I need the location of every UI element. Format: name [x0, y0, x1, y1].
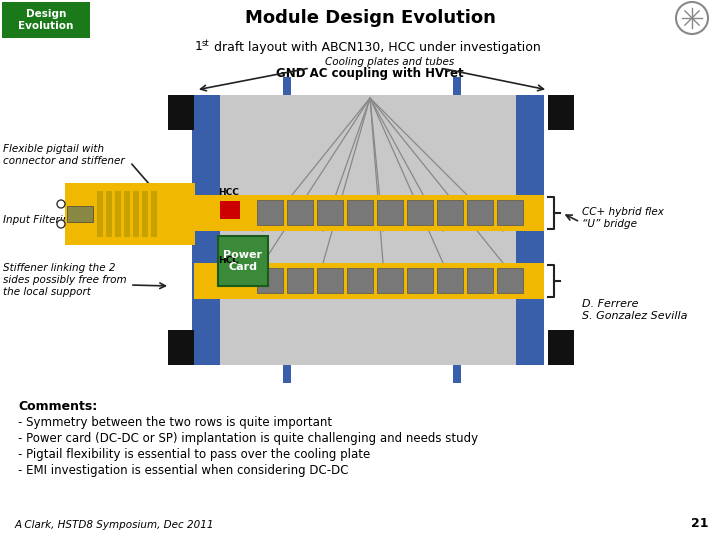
- Bar: [347, 268, 373, 293]
- Bar: [453, 77, 461, 95]
- Bar: [453, 365, 461, 383]
- Bar: [168, 330, 194, 365]
- Bar: [317, 200, 343, 225]
- Text: st: st: [202, 39, 210, 49]
- Bar: [407, 268, 433, 293]
- Bar: [142, 191, 148, 237]
- Bar: [194, 195, 544, 231]
- Text: HCC: HCC: [218, 188, 239, 197]
- Bar: [106, 191, 112, 237]
- Text: Cooling plates and tubes: Cooling plates and tubes: [325, 57, 454, 67]
- Bar: [437, 268, 463, 293]
- Text: A Clark, HSTD8 Symposium, Dec 2011: A Clark, HSTD8 Symposium, Dec 2011: [15, 520, 215, 530]
- Bar: [151, 191, 157, 237]
- Text: GND AC coupling with HVret: GND AC coupling with HVret: [276, 68, 464, 80]
- Bar: [497, 200, 523, 225]
- Bar: [220, 269, 240, 287]
- Bar: [467, 268, 493, 293]
- Text: - Power card (DC-DC or SP) implantation is quite challenging and needs study: - Power card (DC-DC or SP) implantation …: [18, 432, 478, 445]
- Circle shape: [57, 200, 65, 208]
- Bar: [548, 95, 574, 130]
- Bar: [220, 201, 240, 219]
- Bar: [2, 2, 90, 38]
- Text: - Symmetry between the two rows is quite important: - Symmetry between the two rows is quite…: [18, 416, 332, 429]
- Bar: [437, 200, 463, 225]
- Bar: [192, 95, 544, 365]
- Bar: [257, 268, 283, 293]
- Bar: [548, 330, 574, 365]
- Bar: [317, 268, 343, 293]
- Text: CC+ hybrid flex
“U” bridge: CC+ hybrid flex “U” bridge: [582, 207, 664, 229]
- Bar: [192, 95, 220, 365]
- Text: HCC: HCC: [218, 256, 239, 265]
- Bar: [347, 200, 373, 225]
- Bar: [115, 191, 121, 237]
- Text: - Pigtail flexibility is essential to pass over the cooling plate: - Pigtail flexibility is essential to pa…: [18, 448, 370, 461]
- Text: 1: 1: [195, 40, 203, 53]
- Bar: [287, 268, 313, 293]
- Bar: [97, 191, 103, 237]
- Text: D. Ferrere
S. Gonzalez Sevilla: D. Ferrere S. Gonzalez Sevilla: [582, 299, 688, 321]
- Bar: [65, 183, 195, 245]
- Bar: [124, 191, 130, 237]
- Text: draft layout with ABCN130, HCC under investigation: draft layout with ABCN130, HCC under inv…: [210, 40, 541, 53]
- Text: Input Filtering: Input Filtering: [3, 215, 76, 225]
- Bar: [516, 95, 544, 365]
- Bar: [218, 236, 268, 286]
- Text: Comments:: Comments:: [18, 400, 97, 413]
- Bar: [67, 206, 93, 222]
- Bar: [497, 268, 523, 293]
- Bar: [407, 200, 433, 225]
- Text: Module Design Evolution: Module Design Evolution: [245, 9, 495, 27]
- Text: Design
Evolution: Design Evolution: [18, 9, 73, 31]
- Bar: [283, 365, 291, 383]
- Text: Power
Card: Power Card: [223, 250, 263, 272]
- Circle shape: [57, 220, 65, 228]
- Text: 21: 21: [690, 517, 708, 530]
- Text: - EMI investigation is essential when considering DC-DC: - EMI investigation is essential when co…: [18, 464, 348, 477]
- Bar: [467, 200, 493, 225]
- Bar: [168, 95, 194, 130]
- Text: Stiffener linking the 2
sides possibly free from
the local support: Stiffener linking the 2 sides possibly f…: [3, 264, 127, 296]
- Bar: [194, 263, 544, 299]
- Bar: [283, 77, 291, 95]
- Bar: [377, 268, 403, 293]
- Bar: [287, 200, 313, 225]
- Bar: [377, 200, 403, 225]
- Bar: [133, 191, 139, 237]
- Bar: [257, 200, 283, 225]
- Text: Flexible pigtail with
connector and stiffener: Flexible pigtail with connector and stif…: [3, 144, 125, 166]
